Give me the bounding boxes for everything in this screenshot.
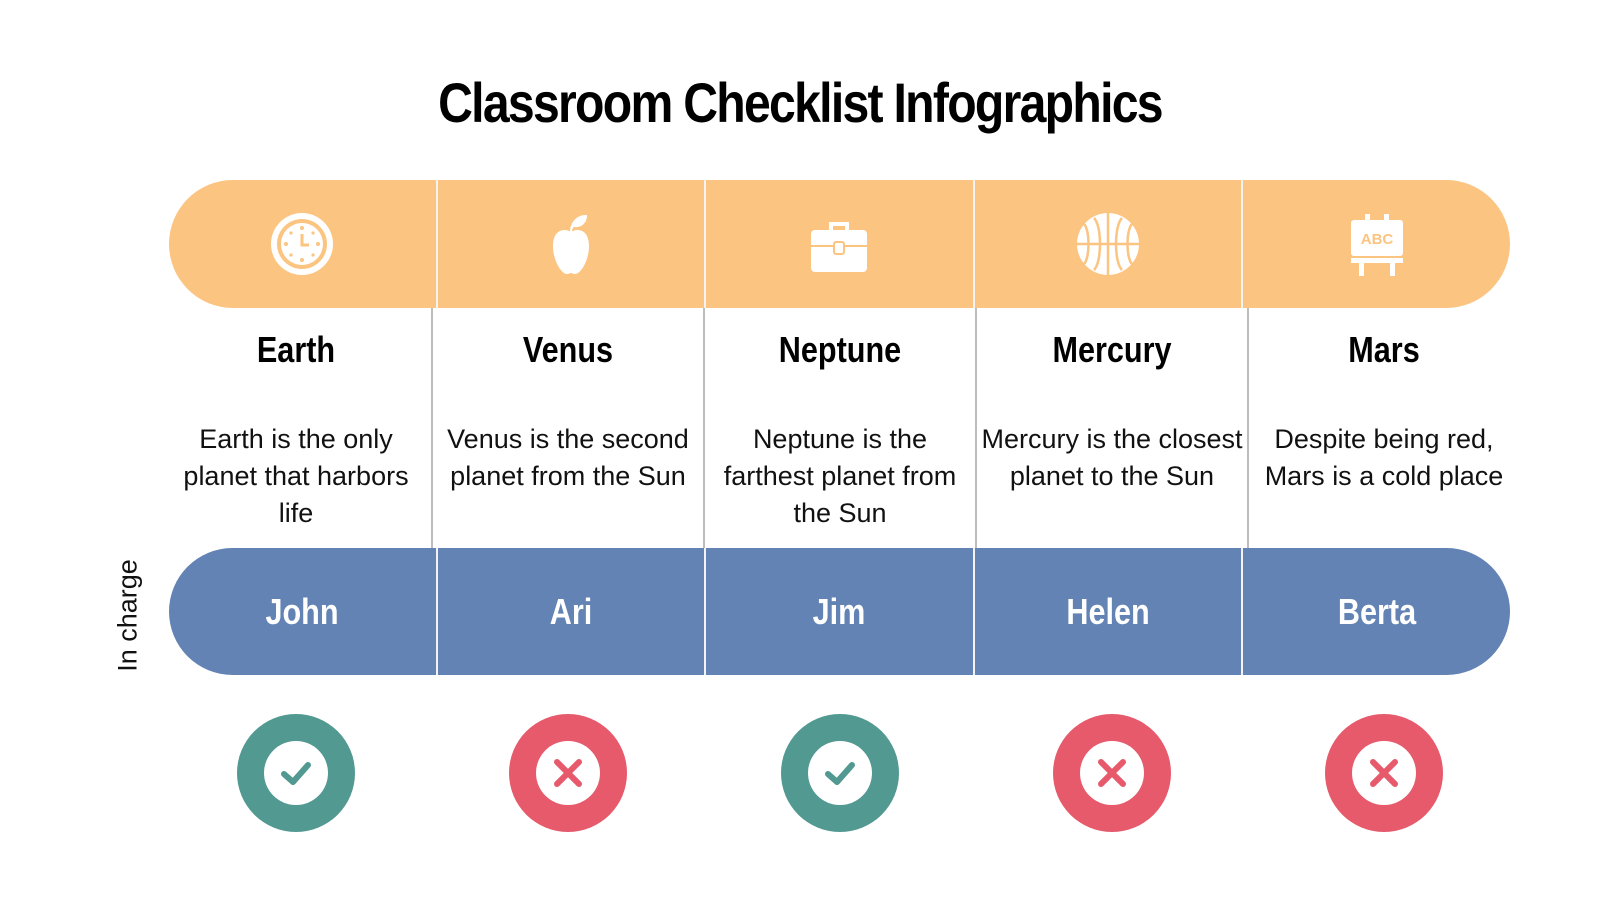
planet-name: Earth (256, 329, 336, 370)
column-venus: Venus Venus is the second planet from th… (436, 325, 700, 495)
column-earth: Earth Earth is the only planet that harb… (164, 325, 428, 532)
check-icon (281, 762, 311, 785)
person-cell: Berta (1241, 548, 1510, 675)
icon-cell (704, 180, 973, 308)
page-title: Classroom Checklist Infographics (438, 71, 1163, 134)
person-cell: Ari (435, 548, 705, 675)
icon-cell (972, 180, 1242, 308)
status-not-done-badge (1325, 714, 1443, 832)
check-icon (825, 762, 855, 785)
in-charge-label: In charge (112, 559, 143, 672)
x-icon (554, 759, 582, 787)
column-divider (703, 308, 705, 548)
status-inner (1352, 741, 1416, 805)
person-name: Berta (1337, 590, 1416, 632)
person-name: John (265, 590, 339, 632)
column-mars: Mars Despite being red, Mars is a cold p… (1252, 325, 1516, 495)
status-inner (1080, 741, 1144, 805)
column-divider (1247, 308, 1249, 548)
person-band: John Ari Jim Helen Berta (169, 548, 1510, 675)
x-icon (1098, 759, 1126, 787)
status-inner (264, 741, 328, 805)
person-cell: John (169, 548, 436, 675)
planet-description: Earth is the only planet that harbors li… (183, 424, 409, 528)
x-icon (1370, 759, 1398, 787)
icon-band: ABC (169, 180, 1510, 308)
status-done-badge (781, 714, 899, 832)
apple-icon (552, 214, 589, 274)
planet-description: Mercury is the closest planet to the Sun (981, 424, 1243, 491)
icon-cell (169, 180, 436, 308)
column-neptune: Neptune Neptune is the farthest planet f… (708, 325, 972, 532)
person-name: Ari (549, 590, 593, 632)
svg-text:ABC: ABC (1360, 231, 1393, 248)
person-cell: Helen (972, 548, 1242, 675)
column-divider (431, 308, 433, 548)
planet-name: Neptune (778, 329, 902, 370)
planet-name: Mars (1348, 329, 1420, 370)
status-inner (808, 741, 872, 805)
planet-description: Venus is the second planet from the Sun (447, 424, 689, 491)
status-not-done-badge (509, 714, 627, 832)
status-inner (536, 741, 600, 805)
person-cell: Jim (704, 548, 973, 675)
column-divider (975, 308, 977, 548)
column-mercury: Mercury Mercury is the closest planet to… (980, 325, 1244, 495)
planet-name: Mercury (1052, 329, 1172, 370)
basketball-icon (1077, 213, 1140, 275)
icon-cell: ABC (1241, 180, 1510, 308)
briefcase-icon (811, 222, 868, 272)
planet-description: Despite being red, Mars is a cold place (1264, 424, 1504, 491)
status-not-done-badge (1053, 714, 1171, 832)
icon-cell (435, 180, 705, 308)
person-name: Helen (1066, 590, 1150, 632)
planet-name: Venus (522, 329, 614, 370)
status-done-badge (237, 714, 355, 832)
clock-icon (271, 213, 334, 275)
person-name: Jim (813, 590, 866, 632)
planet-description: Neptune is the farthest planet from the … (723, 424, 957, 528)
abc-board-icon: ABC (1350, 214, 1403, 276)
